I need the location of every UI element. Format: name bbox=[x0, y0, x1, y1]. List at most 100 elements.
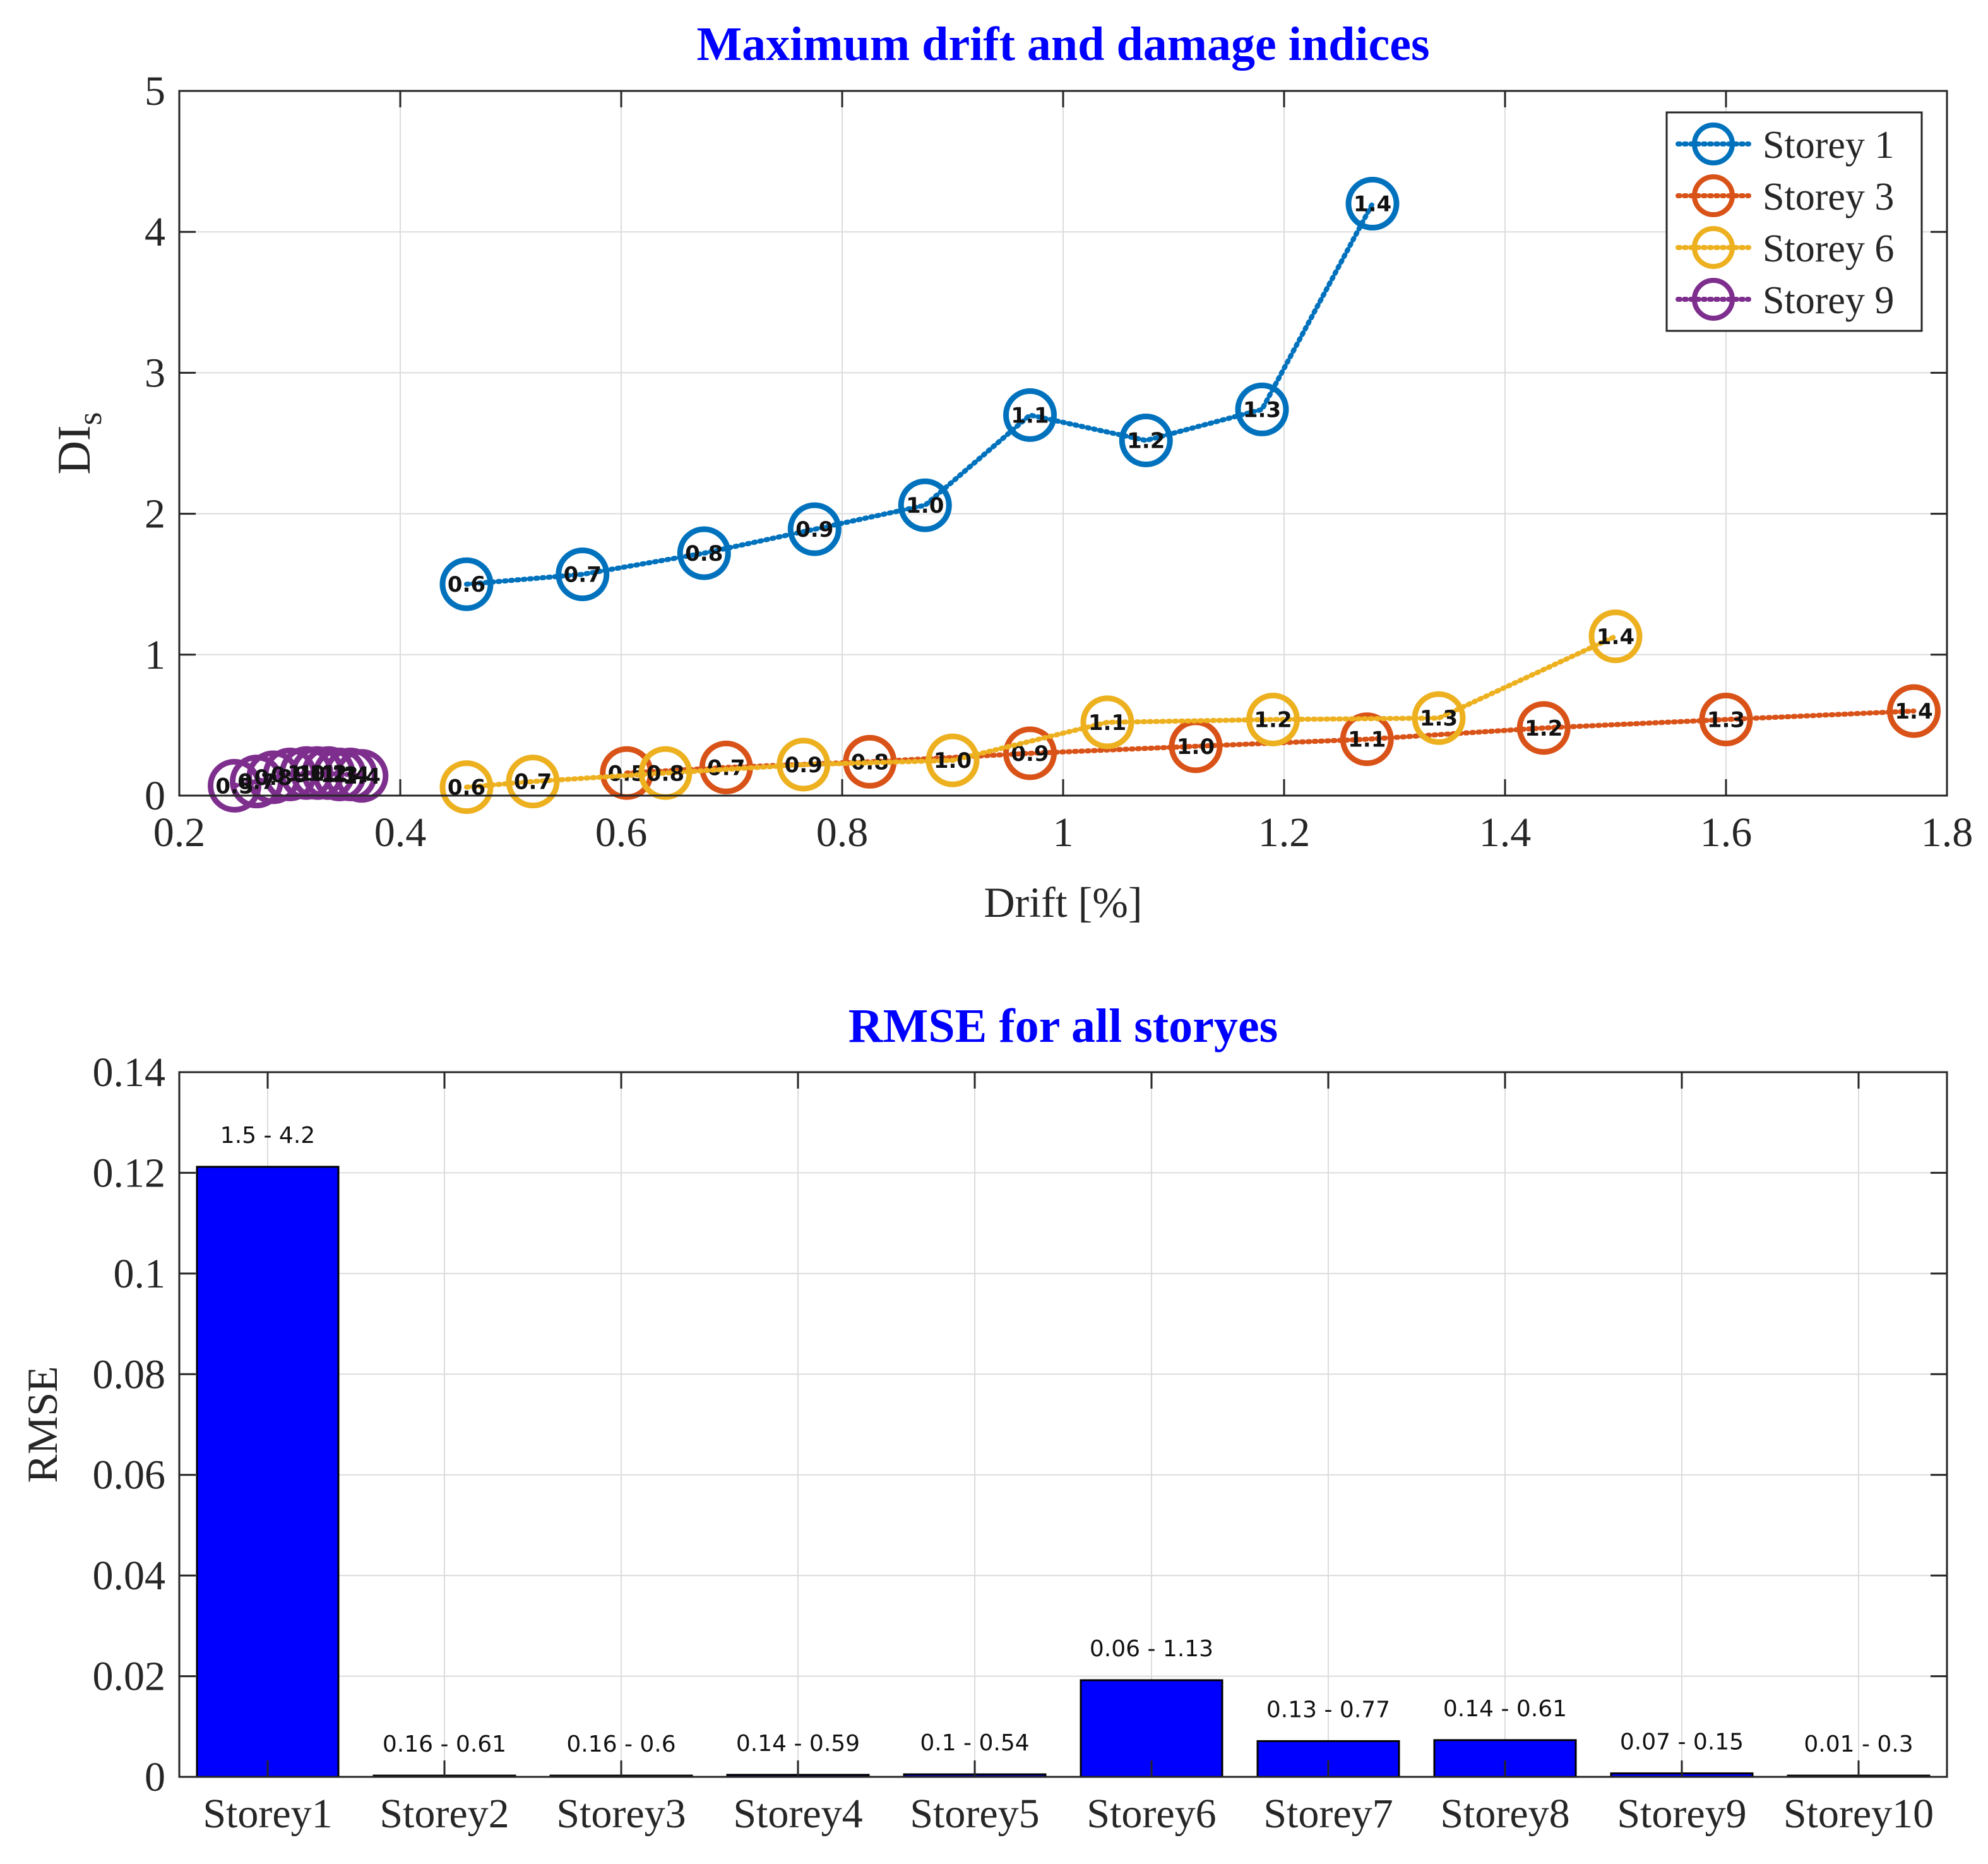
y-tick-label: 4 bbox=[145, 209, 165, 255]
y-axis-label-1: DIs bbox=[49, 412, 109, 474]
legend-label: Storey 9 bbox=[1763, 279, 1894, 322]
data-point-label: 1.1 bbox=[1011, 403, 1049, 428]
y-tick-label: 0.06 bbox=[93, 1452, 166, 1498]
data-point-label: 1.4 bbox=[1354, 192, 1391, 217]
data-point-label: 0.9 bbox=[271, 763, 309, 788]
data-point-marker bbox=[1588, 609, 1643, 664]
legend-marker bbox=[1692, 122, 1735, 165]
data-point-marker bbox=[1119, 414, 1173, 468]
bars-layer: 1.5 - 4.2 0.16 - 0.61 0.16 - 0.6 0.14 - 0.5… bbox=[196, 1123, 1931, 1778]
series-layer-1: 0.6 0.70.80.91.01.11.21.31.40.5 0.7 0.8 0.9 1… bbox=[208, 177, 1941, 815]
x-tick-label: 1.8 bbox=[1921, 810, 1973, 856]
data-point-marker bbox=[898, 478, 952, 532]
data-point-label: 1.0 bbox=[287, 761, 325, 786]
data-point-label: 1.4 bbox=[1895, 699, 1932, 724]
legend-label: Storey 1 bbox=[1763, 124, 1894, 167]
data-point-label: 1.3 bbox=[321, 763, 359, 788]
legend-item: Storey 6 bbox=[1676, 226, 1894, 270]
data-point-marker bbox=[1412, 691, 1466, 745]
data-point-marker bbox=[1003, 388, 1057, 442]
legend-marker bbox=[1692, 226, 1735, 269]
data-point-marker bbox=[1516, 701, 1571, 755]
plot-area-2 bbox=[179, 1072, 1947, 1777]
data-point-label: 1.2 bbox=[1525, 716, 1562, 741]
data-point-marker bbox=[1235, 382, 1289, 436]
data-point-marker bbox=[777, 738, 831, 792]
data-point-label: 1.0 bbox=[934, 748, 972, 774]
data-point-label: 0.7 bbox=[237, 770, 275, 795]
series-line bbox=[464, 201, 1375, 587]
data-point-label: 1.3 bbox=[1707, 707, 1745, 732]
data-point-label: 1.2 bbox=[1127, 429, 1165, 454]
data-point-label: 1.3 bbox=[1420, 706, 1458, 731]
data-point-marker bbox=[787, 502, 842, 556]
y-tick-label: 0.02 bbox=[93, 1654, 166, 1700]
legend-item: Storey 1 bbox=[1676, 122, 1894, 167]
bar bbox=[196, 1166, 340, 1778]
data-point-marker bbox=[677, 526, 731, 580]
legend: Storey 1 Storey 3 Storey 6 Storey 9 bbox=[1665, 111, 1923, 332]
data-point-marker bbox=[1345, 177, 1400, 231]
x-tick-label: Storey8 bbox=[1440, 1791, 1569, 1837]
x-tick-label: 1 bbox=[1053, 810, 1074, 856]
data-point-marker bbox=[208, 758, 261, 813]
x-tick-label: 0.6 bbox=[595, 810, 648, 856]
data-point-label: 0.7 bbox=[564, 563, 602, 588]
data-point-label: 0.9 bbox=[795, 517, 833, 542]
legend-item: Storey 9 bbox=[1676, 278, 1894, 322]
y-axis-label-sub: s bbox=[71, 412, 109, 425]
y-tick-label: 0.1 bbox=[114, 1251, 166, 1297]
legend-marker bbox=[1692, 278, 1735, 321]
data-point-label: 0.8 bbox=[254, 765, 292, 791]
data-point-marker bbox=[1699, 692, 1753, 746]
x-tick-label: Storey9 bbox=[1617, 1791, 1746, 1837]
data-point-label: 0.8 bbox=[685, 541, 723, 566]
data-point-marker bbox=[1003, 726, 1057, 780]
data-point-marker bbox=[926, 733, 980, 787]
grid-1 bbox=[179, 91, 1947, 796]
y-tick-label: 0 bbox=[145, 1754, 165, 1800]
data-point-marker bbox=[439, 760, 494, 815]
data-point-marker bbox=[556, 547, 610, 602]
data-point-marker bbox=[335, 749, 389, 803]
data-point-label: 0.8 bbox=[646, 761, 684, 786]
y-tick-label: 2 bbox=[145, 491, 165, 537]
y-tick-label: 0.14 bbox=[93, 1049, 166, 1096]
data-point-marker bbox=[439, 557, 494, 611]
legend-box bbox=[1665, 111, 1923, 332]
drift-damage-chart: 0.6 0.70.80.91.01.11.21.31.40.5 0.7 0.8 0.9 1… bbox=[49, 18, 1973, 926]
x-tick-label: Storey10 bbox=[1783, 1791, 1934, 1837]
chart-title-1: Maximum drift and damage indices bbox=[696, 18, 1429, 71]
series-storey-9: 0.50.70.80.91.01.11.21.31.41.4 bbox=[208, 746, 389, 813]
data-point-label: 1.3 bbox=[1243, 397, 1281, 422]
bar-data-label: 0.06 - 1.13 bbox=[1090, 1636, 1213, 1662]
data-point-marker bbox=[1340, 712, 1394, 767]
x-tick-label: 0.4 bbox=[374, 810, 427, 856]
data-point-label: 1.4 bbox=[343, 764, 381, 789]
x-tick-label: Storey1 bbox=[203, 1791, 332, 1837]
y-axis-label-main: DI bbox=[49, 425, 100, 474]
data-point-marker bbox=[246, 750, 301, 804]
data-point-label: 1.0 bbox=[1177, 734, 1215, 760]
data-point-marker bbox=[638, 746, 693, 800]
data-point-label: 1.1 bbox=[1348, 727, 1386, 753]
data-point-marker bbox=[1080, 695, 1134, 750]
series-storey-1: 0.6 0.7 0.8 0.9 1.0 1.1 1.2 1.3 1.4 bbox=[439, 177, 1400, 611]
x-tick-label: 1.4 bbox=[1479, 810, 1532, 856]
x-tick-label: 1.2 bbox=[1258, 810, 1311, 856]
x-tick-label: 0.8 bbox=[816, 810, 869, 856]
bar-data-label: 0.13 - 0.77 bbox=[1266, 1697, 1390, 1723]
x-tick-label: 0.2 bbox=[153, 810, 206, 856]
y-tick-label: 0.12 bbox=[93, 1150, 166, 1196]
data-point-label: 0.9 bbox=[785, 753, 823, 778]
series-line bbox=[464, 633, 1618, 790]
x-tick-label: Storey4 bbox=[733, 1791, 862, 1837]
data-point-label: 1.2 bbox=[1254, 707, 1292, 732]
x-tick-label: Storey2 bbox=[379, 1791, 509, 1837]
bar-data-label: 0.14 - 0.61 bbox=[1443, 1696, 1567, 1722]
y-axis-label-2: RMSE bbox=[18, 1366, 66, 1483]
data-point-label: 1.4 bbox=[331, 763, 369, 788]
y-tick-label: 0.04 bbox=[93, 1553, 166, 1599]
